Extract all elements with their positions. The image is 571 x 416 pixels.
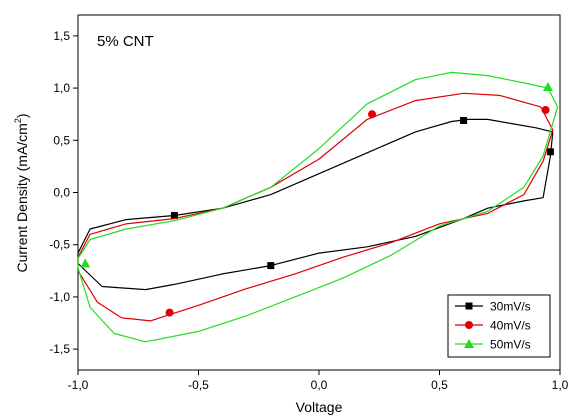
data-point-50mv-s [80,258,91,268]
y-axis-label: Current Density (mA/cm2) [13,113,30,272]
data-point-40mv-s [165,308,174,317]
y-tick-label: 1,5 [53,29,70,43]
y-axis-label-sup: 2 [13,118,23,123]
data-point-30mv-s [460,116,468,124]
x-tick-label: -1,0 [68,378,89,392]
y-tick-label: -1,0 [49,290,70,304]
data-point-50mv-s [542,82,553,92]
data-point-40mv-s [541,106,550,115]
series-layer [77,71,559,343]
x-tick-label: 1,0 [552,378,569,392]
y-tick-label: 1,0 [53,81,70,95]
y-tick-label: 0,5 [53,133,70,147]
y-axis-label-end: ) [14,113,30,118]
legend-label-50mv-s: 50mV/s [490,338,531,352]
legend-marker-30mv-s [465,302,473,310]
legend: 30mV/s 40mV/s 50mV/s [447,294,551,358]
series-line-50mv-s [77,71,559,343]
chart-annotation: 5% CNT [97,33,154,50]
y-tick-label: -0,5 [49,238,70,252]
legend-marker-40mv-s [465,321,473,329]
y-tick-label: 0,0 [53,186,70,200]
x-axis-label: Voltage [296,399,343,415]
x-tick-label: -0,5 [188,378,209,392]
data-point-30mv-s [170,211,178,219]
legend-label-40mv-s: 40mV/s [490,319,531,333]
x-tick-label: 0,0 [311,378,328,392]
legend-label-30mv-s: 30mV/s [490,300,531,314]
data-point-30mv-s [267,262,275,270]
x-tick-label: 0,5 [431,378,448,392]
data-point-40mv-s [368,110,377,119]
series-line-40mv-s [77,92,554,322]
legend-marker-50mv-s [464,339,474,348]
data-point-30mv-s [546,148,554,156]
series-line-30mv-s [77,118,554,291]
y-axis-label-main: Current Density (mA/cm [14,123,30,272]
legend-items: 30mV/s 40mV/s 50mV/s [455,300,531,352]
ticks-layer: -1,0 -0,5 0,0 0,5 1,0 -1,5 -1,0 -0,5 0,0 0,5 1,0 1,… [49,29,568,392]
y-tick-label: -1,5 [49,342,70,356]
